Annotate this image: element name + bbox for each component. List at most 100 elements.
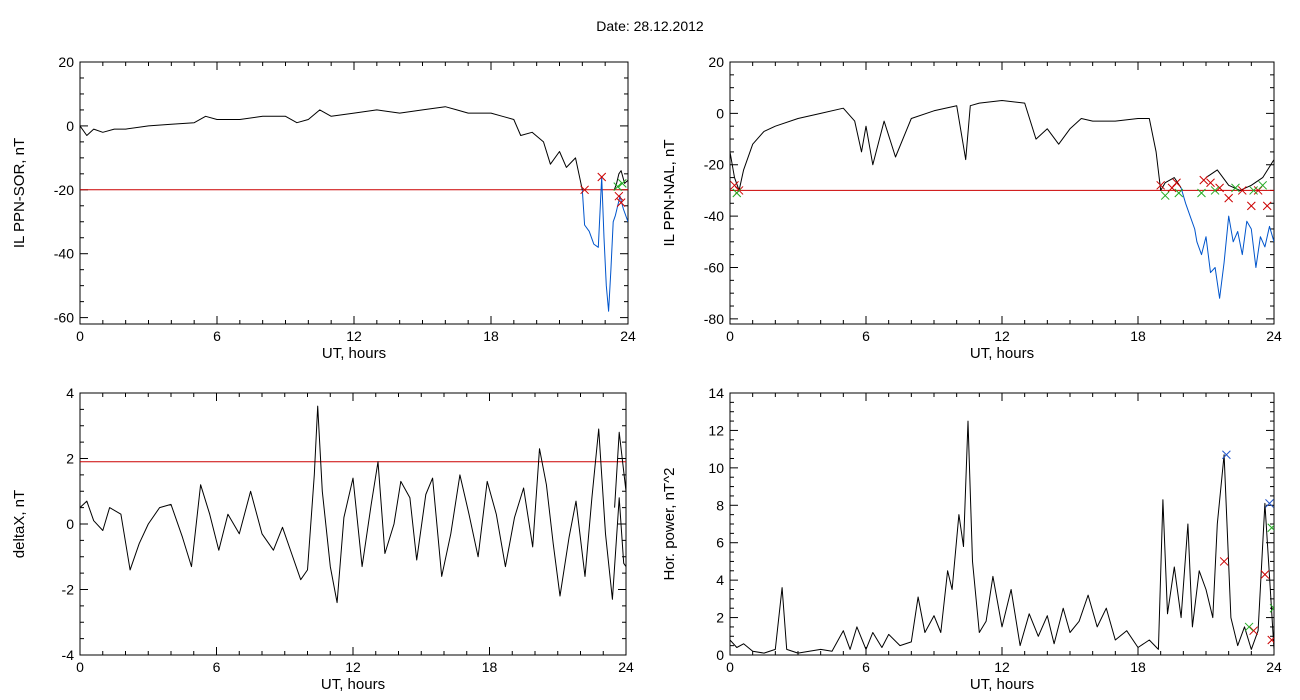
data-marker	[732, 188, 742, 198]
y-tick-label: 6	[716, 535, 724, 551]
series-line-1	[1180, 187, 1274, 299]
plot-frame	[79, 61, 629, 325]
data-marker	[1258, 180, 1268, 190]
data-marker	[1267, 635, 1274, 645]
y-tick-label: -60	[704, 259, 724, 275]
y-tick-label: 12	[708, 422, 724, 438]
y-tick-label: -2	[62, 582, 75, 598]
data-marker	[1262, 201, 1272, 211]
y-tick-label: -20	[54, 182, 74, 198]
x-tick-label: 6	[213, 659, 221, 675]
x-tick-label: 0	[726, 328, 734, 344]
y-tick-label: -60	[54, 310, 74, 326]
y-tick-label: -20	[704, 157, 724, 173]
y-tick-label: -4	[62, 647, 75, 663]
x-tick-label: 24	[620, 328, 636, 344]
x-tick-label: 0	[726, 659, 734, 675]
y-tick-label: 0	[716, 105, 724, 121]
data-marker	[1222, 450, 1231, 460]
y-tick-label: -40	[54, 246, 74, 262]
x-tick-label: 24	[1266, 659, 1282, 675]
y-axis-label: IL PPN-SOR, nT	[11, 138, 28, 248]
data-marker	[616, 198, 626, 207]
y-tick-label: 20	[708, 54, 724, 70]
y-tick-label: -80	[704, 311, 724, 327]
chart-panel-p2: 0 6 12 18 24 -80 -60 -40 -20 0 20 UT, hours IL PPN-N…	[661, 54, 1282, 362]
data-marker	[1199, 175, 1209, 185]
y-tick-label: 2	[66, 451, 74, 467]
data-marker	[1210, 186, 1220, 195]
data-marker	[1172, 178, 1181, 188]
x-tick-label: 24	[618, 659, 634, 675]
x-axis-label: UT, hours	[970, 676, 1034, 693]
x-tick-label: 18	[1130, 328, 1146, 344]
x-tick-label: 6	[862, 328, 870, 344]
y-axis-label: Hor. power, nT^2	[661, 468, 678, 581]
data-marker	[597, 172, 607, 182]
data-marker	[1244, 622, 1254, 632]
plot-area	[730, 420, 1274, 654]
series-line-0	[80, 106, 583, 190]
data-marker	[1267, 523, 1274, 533]
data-marker	[1231, 183, 1240, 193]
y-tick-label: 4	[716, 572, 724, 588]
x-tick-label: 18	[482, 659, 498, 675]
series-line-0	[80, 405, 626, 604]
data-marker	[580, 185, 589, 195]
x-tick-label: 18	[483, 328, 499, 344]
data-marker	[1269, 603, 1274, 613]
y-tick-label: 4	[66, 385, 74, 401]
x-axis-label: UT, hours	[322, 345, 386, 362]
y-tick-label: 8	[716, 497, 724, 513]
data-marker	[1215, 183, 1224, 193]
series-line-1	[581, 176, 628, 312]
x-tick-label: 12	[994, 659, 1010, 675]
data-marker	[1197, 188, 1206, 198]
y-axis-label: IL PPN-NAL, nT	[661, 140, 678, 247]
y-tick-label: 14	[708, 385, 724, 401]
x-tick-label: 24	[1266, 328, 1282, 344]
x-tick-label: 6	[862, 659, 870, 675]
y-tick-label: 2	[716, 610, 724, 626]
data-marker	[1156, 180, 1166, 190]
plot-frame	[79, 392, 627, 656]
data-marker	[1249, 186, 1258, 195]
x-tick-label: 6	[213, 328, 221, 344]
data-marker	[1265, 499, 1274, 508]
y-tick-label: 0	[66, 516, 74, 532]
plot-area	[730, 100, 1274, 299]
x-axis-label: UT, hours	[321, 676, 385, 693]
data-marker	[1260, 570, 1270, 579]
data-marker	[1174, 188, 1184, 198]
data-marker	[614, 191, 624, 201]
data-marker	[1206, 178, 1215, 188]
series-line-2	[1205, 159, 1274, 191]
data-marker	[613, 182, 623, 191]
plot-area	[80, 106, 628, 312]
data-marker	[1237, 186, 1247, 195]
series-line-0	[730, 100, 1182, 191]
x-tick-label: 18	[1130, 659, 1146, 675]
y-tick-label: -40	[704, 208, 724, 224]
page-title: Date: 28.12.2012	[596, 18, 704, 34]
y-tick-label: 0	[716, 647, 724, 663]
x-tick-label: 0	[76, 328, 84, 344]
x-tick-label: 12	[345, 659, 361, 675]
series-line-1	[614, 431, 626, 508]
plot-frame	[729, 61, 1275, 325]
data-marker	[1219, 557, 1229, 566]
series-line-0	[730, 420, 1274, 654]
y-tick-label: 10	[708, 460, 724, 476]
plot-area	[80, 405, 626, 604]
y-axis-label: deltaX, nT	[11, 490, 28, 558]
data-marker	[1249, 626, 1258, 636]
x-tick-label: 0	[76, 659, 84, 675]
data-marker	[1246, 201, 1256, 211]
x-tick-label: 12	[346, 328, 362, 344]
data-marker	[1160, 191, 1170, 200]
y-tick-label: 0	[66, 118, 74, 134]
